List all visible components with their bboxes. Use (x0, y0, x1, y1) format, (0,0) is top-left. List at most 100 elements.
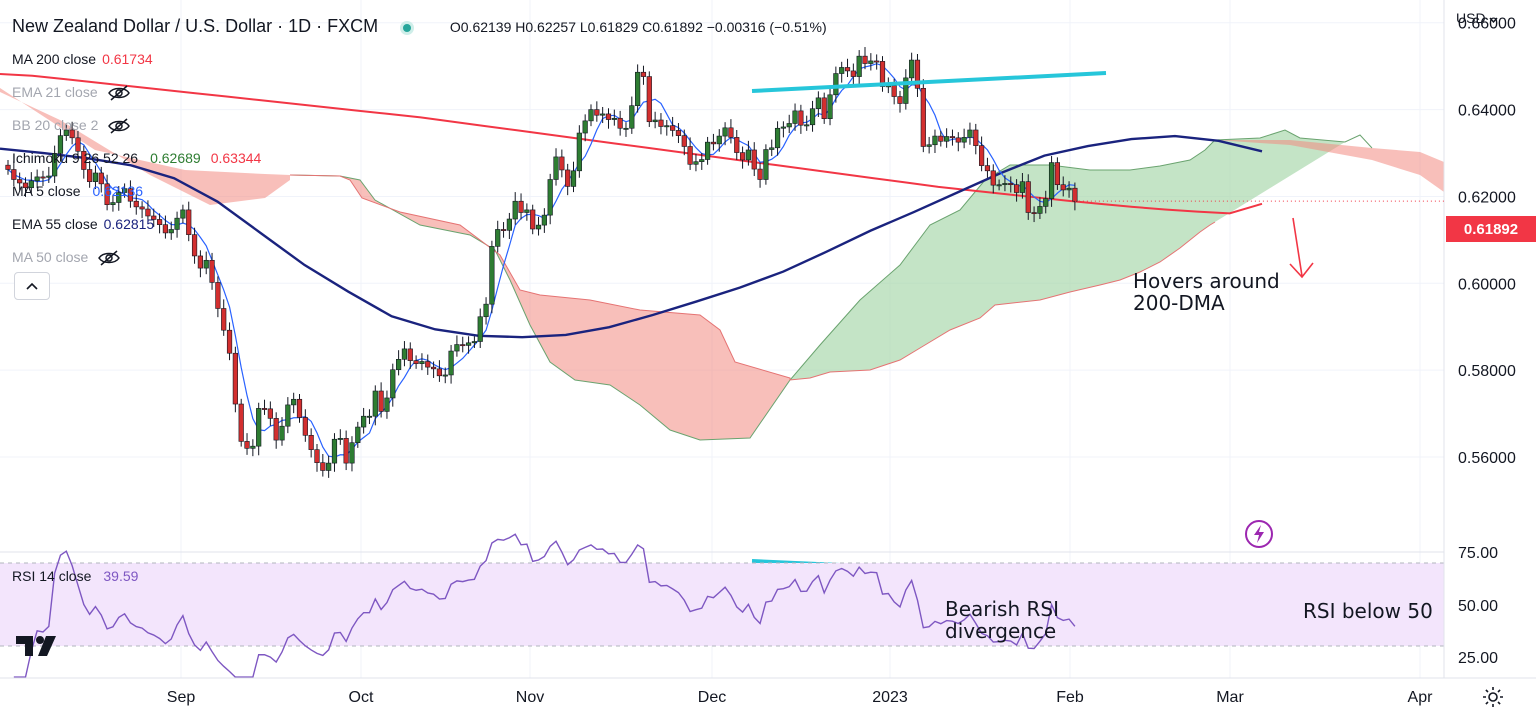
candle-body (839, 67, 845, 74)
candle-body (646, 76, 652, 123)
legend-ma50[interactable]: MA 50 close (12, 241, 827, 274)
candle-body (69, 129, 75, 139)
candle-body (774, 127, 781, 149)
candle-body (296, 398, 303, 418)
candle-body (635, 71, 641, 106)
candle-body (52, 153, 58, 177)
candle-body (127, 188, 134, 202)
time-tick-label: Apr (1408, 689, 1434, 706)
candle-body (349, 442, 355, 464)
candle-body (710, 141, 717, 145)
time-tick-label: Mar (1216, 689, 1244, 706)
legend-bb20[interactable]: BB 20 close 2 (12, 109, 827, 142)
candle-body (699, 159, 705, 162)
candle-body (704, 141, 711, 160)
resistance-trendline[interactable] (751, 71, 1107, 93)
time-tick-label: Sep (167, 689, 196, 706)
legend-ema55[interactable]: EMA 55 close 0.62815 (12, 216, 155, 232)
time-tick-label: Oct (349, 689, 374, 706)
candle-body (197, 255, 203, 269)
candle-body (168, 229, 174, 234)
legend-ma5[interactable]: MA 5 close 0.62136 (12, 183, 144, 199)
market-status-dot-icon (399, 21, 414, 36)
candle-body (670, 125, 676, 131)
candle-body (361, 415, 367, 428)
candle-body (500, 229, 507, 231)
candle-body (139, 206, 145, 210)
candle-body (407, 348, 413, 361)
candle-body (973, 129, 979, 146)
lightning-bolt-icon[interactable] (1244, 519, 1274, 549)
candle-body (722, 127, 728, 137)
candle-body (850, 70, 856, 77)
candle-body (226, 329, 233, 354)
annotation-bearish-divergence[interactable]: Bearish RSI divergence (945, 597, 1060, 643)
candle-body (938, 135, 944, 142)
candle-body (244, 441, 250, 449)
symbol-title[interactable]: New Zealand Dollar / U.S. Dollar · 1D · … (12, 16, 379, 36)
candle-body (460, 344, 466, 347)
candle-body (909, 59, 915, 79)
candle-body (320, 462, 326, 471)
candle-body (436, 368, 443, 377)
hidden-eye-icon[interactable] (107, 85, 130, 101)
candle-body (186, 209, 192, 235)
candle-body (693, 161, 699, 165)
candle-body (279, 425, 285, 441)
candle-body (267, 408, 273, 419)
candle-body (687, 146, 693, 165)
candle-body (256, 408, 262, 447)
candle-body (1037, 206, 1043, 214)
candle-body (879, 61, 886, 87)
currency-selector[interactable]: USD (1456, 10, 1498, 26)
candle-body (990, 170, 996, 186)
candle-body (728, 127, 734, 138)
settings-gear-icon[interactable] (1482, 686, 1504, 708)
candle-body (191, 234, 198, 257)
candle-body (524, 209, 530, 213)
candle-body (465, 342, 472, 346)
candle-body (553, 156, 559, 180)
candle-body (151, 215, 157, 220)
candle-body (535, 224, 542, 230)
tradingview-logo-icon[interactable] (16, 634, 60, 658)
candle-body (745, 149, 752, 161)
candle-body (489, 246, 495, 305)
candle-body (739, 152, 746, 161)
candle-body (326, 462, 332, 471)
candle-body (617, 117, 623, 129)
candle-body (815, 97, 821, 110)
senkou-span-b (289, 174, 1216, 381)
hidden-eye-icon[interactable] (108, 118, 131, 134)
legend-ema21[interactable]: EMA 21 close (12, 76, 827, 109)
candle-body (780, 126, 786, 129)
candle-body (891, 85, 897, 97)
candle-body (809, 108, 816, 126)
candle-body (215, 282, 221, 309)
legend-ma200[interactable]: MA 200 close 0.61734 (12, 51, 153, 67)
legend-ichimoku[interactable]: Ichimoku 9 26 52 26 0.62689 0.63344 (12, 150, 262, 166)
candle-body (180, 209, 186, 219)
down-arrow-price[interactable] (1289, 217, 1314, 279)
candle-body (285, 404, 291, 427)
candle-body (162, 224, 169, 234)
candle-body (98, 172, 104, 185)
candle-body (897, 96, 903, 104)
collapse-legend-button[interactable] (14, 272, 50, 300)
annotation-hovers-200dma[interactable]: Hovers around 200-DMA (1133, 269, 1280, 315)
candle-body (576, 132, 582, 172)
candle-body (366, 415, 373, 418)
candle-body (203, 259, 209, 269)
annotation-rsi-below-50[interactable]: RSI below 50 (1303, 599, 1433, 623)
candle-body (565, 169, 571, 187)
candle-body (209, 259, 215, 283)
hidden-eye-icon[interactable] (98, 250, 121, 266)
candle-body (547, 179, 553, 216)
candle-body (372, 390, 378, 417)
time-tick-label: Feb (1056, 689, 1084, 706)
candle-body (145, 208, 151, 217)
rsi-legend[interactable]: RSI 14 close 39.59 (12, 568, 139, 584)
candle-body (92, 172, 99, 182)
candle-body (786, 123, 792, 128)
rsi-tick-label: 75.00 (1458, 545, 1498, 562)
